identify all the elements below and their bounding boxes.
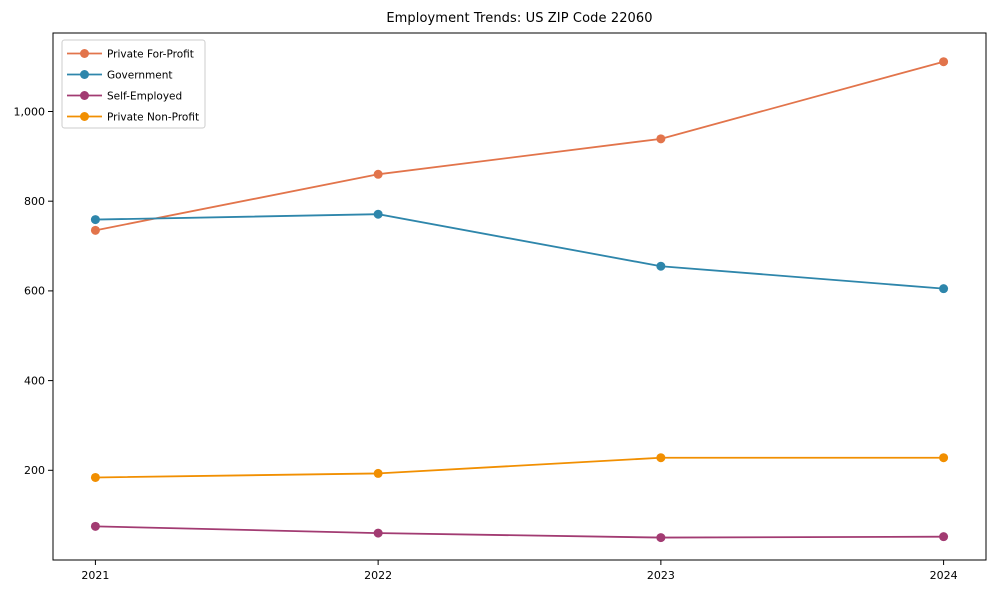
legend-marker-dot-icon (80, 112, 89, 121)
y-tick-label: 1,000 (14, 105, 46, 118)
y-tick-label: 600 (24, 285, 45, 298)
y-tick-label: 800 (24, 195, 45, 208)
legend-label: Private Non-Profit (107, 111, 199, 123)
x-tick-label: 2023 (647, 569, 675, 582)
data-point-self-employed-2023 (656, 533, 666, 543)
legend-label: Private For-Profit (107, 48, 194, 60)
data-point-private-for-profit-2024 (939, 57, 949, 67)
legend-item-private-for-profit: Private For-Profit (67, 48, 194, 60)
series-line-private-for-profit (94, 60, 945, 232)
legend-item-self-employed: Self-Employed (67, 90, 182, 102)
data-point-self-employed-2024 (939, 532, 949, 542)
legend-item-government: Government (67, 69, 172, 81)
legend-item-private-non-profit: Private Non-Profit (67, 111, 199, 123)
series-line-private-non-profit (94, 456, 945, 479)
y-tick-label: 200 (24, 464, 45, 477)
data-point-government-2024 (939, 284, 949, 294)
data-point-private-for-profit-2023 (656, 134, 666, 144)
legend-marker-dot-icon (80, 49, 89, 58)
data-point-self-employed-2022 (373, 528, 383, 538)
series-line-government (94, 213, 945, 290)
data-point-government-2023 (656, 261, 666, 271)
data-point-private-non-profit-2021 (90, 472, 100, 482)
plot-frame (52, 32, 987, 561)
legend-marker-dot-icon (80, 91, 89, 100)
data-point-private-non-profit-2024 (939, 453, 949, 463)
legend-marker-dot-icon (80, 70, 89, 79)
data-point-private-non-profit-2022 (373, 468, 383, 478)
x-tick-label: 2021 (81, 569, 109, 582)
data-point-government-2021 (90, 215, 100, 225)
legend-box (61, 39, 206, 129)
y-tick-label: 400 (24, 374, 45, 387)
series-line-self-employed (94, 525, 945, 539)
data-point-private-for-profit-2021 (90, 225, 100, 235)
data-point-government-2022 (373, 209, 383, 219)
x-tick-label: 2022 (364, 569, 392, 582)
chart-title: Employment Trends: US ZIP Code 22060 (386, 11, 653, 26)
data-point-private-non-profit-2023 (656, 453, 666, 463)
data-point-private-for-profit-2022 (373, 169, 383, 179)
legend-label: Self-Employed (107, 90, 182, 102)
legend-label: Government (107, 69, 172, 81)
data-point-self-employed-2021 (90, 521, 100, 531)
legend: Private For-Profit Government Self-Employe… (61, 39, 206, 129)
x-tick-label: 2024 (930, 569, 958, 582)
